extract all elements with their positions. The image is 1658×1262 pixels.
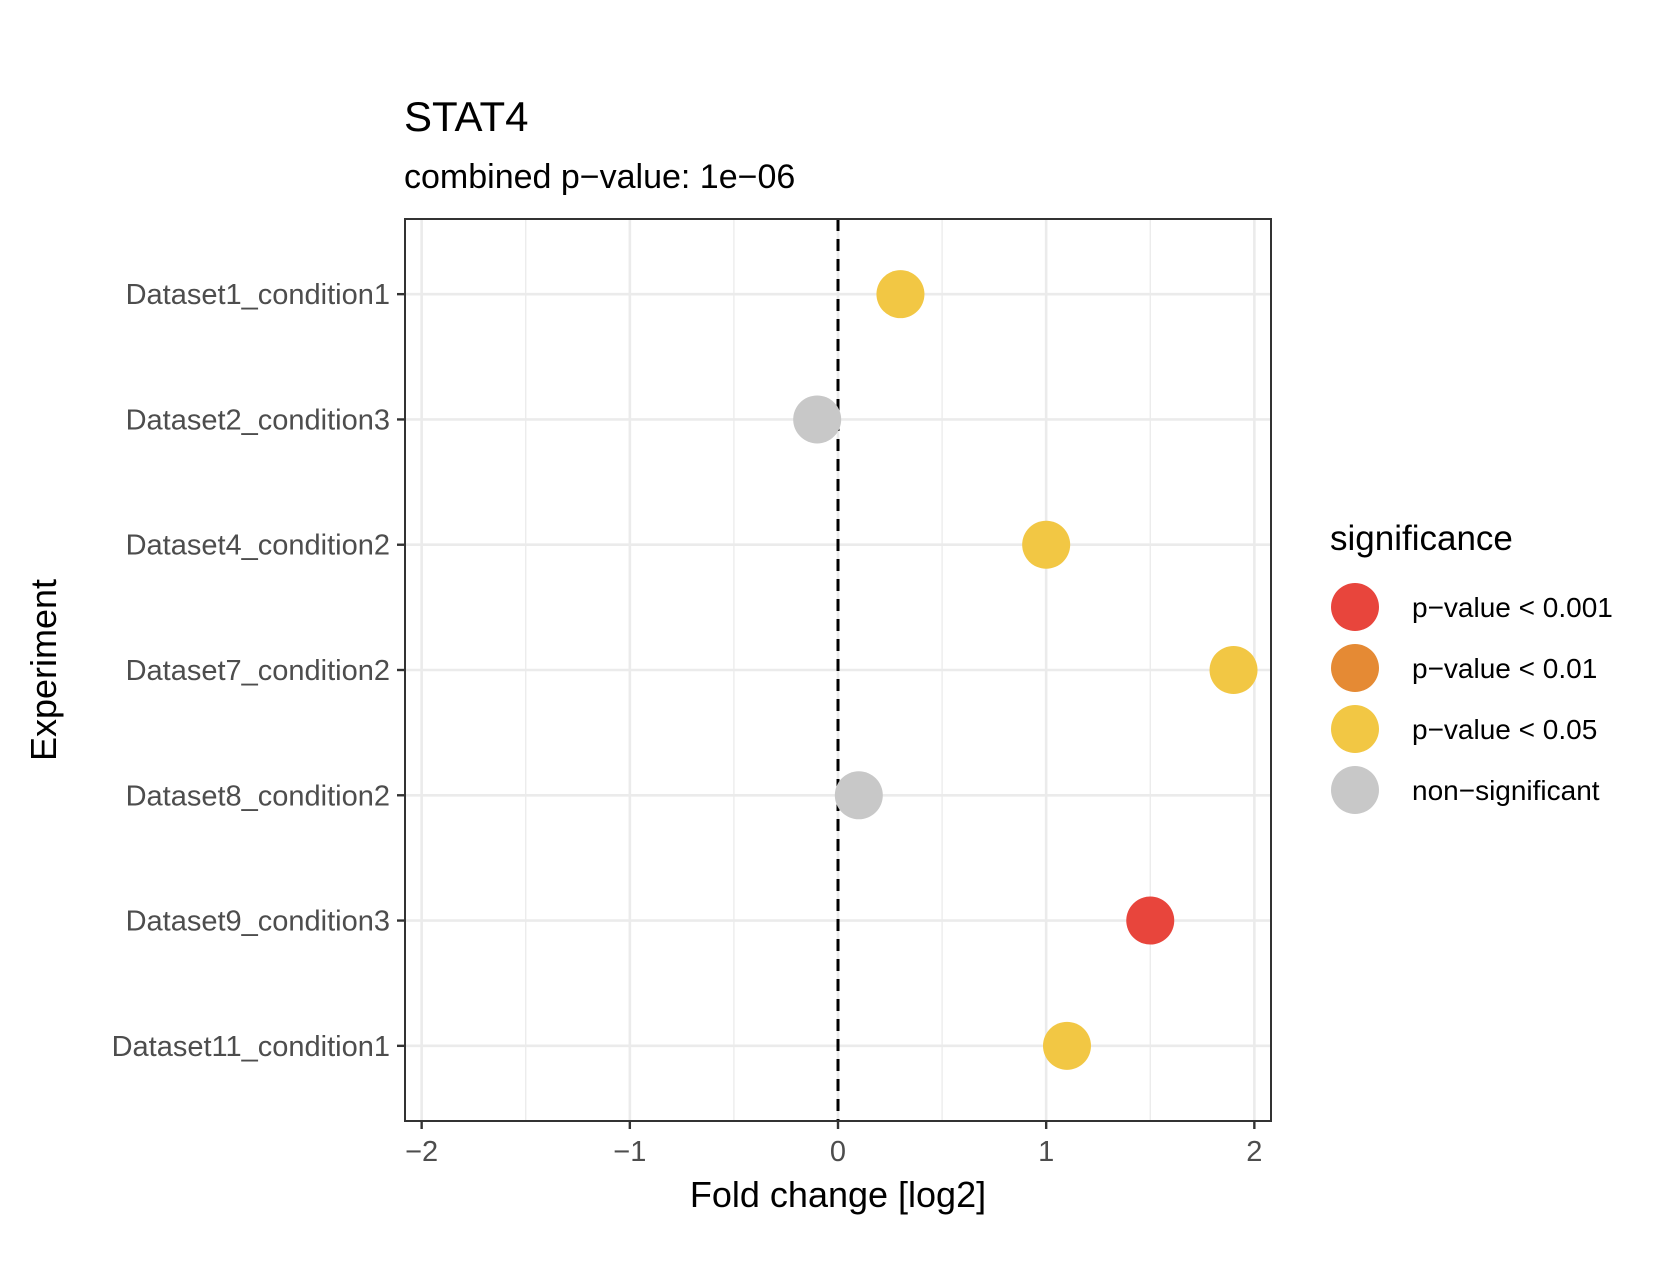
y-axis-title: Experiment xyxy=(23,579,64,761)
y-tick-label: Dataset7_condition2 xyxy=(126,655,390,687)
y-tick-label: Dataset11_condition1 xyxy=(112,1031,390,1063)
legend-title: significance xyxy=(1330,519,1513,558)
chart-subtitle: combined p−value: 1e−06 xyxy=(404,158,795,196)
y-tick-label: Dataset9_condition3 xyxy=(126,906,390,938)
x-axis-title: Fold change [log2] xyxy=(690,1174,986,1215)
legend-label: non−significant xyxy=(1412,775,1600,806)
y-axis-ticks: Dataset1_condition1 Dataset2_condition3 Da… xyxy=(112,279,405,1063)
data-point xyxy=(876,270,925,319)
data-point xyxy=(834,771,883,820)
y-tick-label: Dataset4_condition2 xyxy=(126,530,390,562)
x-tick-label: −2 xyxy=(405,1136,438,1168)
chart-title: STAT4 xyxy=(404,93,528,140)
data-point xyxy=(793,395,842,444)
legend-label: p−value < 0.05 xyxy=(1412,714,1597,745)
y-tick-label: Dataset8_condition2 xyxy=(126,780,390,812)
data-points xyxy=(793,270,1258,1070)
legend-items: p−value < 0.001 p−value < 0.01 p−value < 0… xyxy=(1331,583,1613,814)
legend-swatch xyxy=(1331,583,1379,631)
data-point xyxy=(1126,896,1175,945)
x-tick-label: 2 xyxy=(1246,1136,1262,1168)
data-point xyxy=(1209,646,1258,694)
legend-label: p−value < 0.01 xyxy=(1412,653,1597,684)
x-axis-ticks: −2 −1 0 1 2 xyxy=(405,1121,1262,1168)
data-point xyxy=(1022,520,1071,569)
legend-swatch xyxy=(1331,705,1379,753)
x-tick-label: −1 xyxy=(613,1136,646,1168)
x-tick-label: 1 xyxy=(1038,1136,1054,1168)
y-tick-label: Dataset1_condition1 xyxy=(126,279,390,311)
legend-swatch xyxy=(1331,766,1379,814)
plot-panel xyxy=(404,218,1272,1122)
y-tick-label: Dataset2_condition3 xyxy=(126,404,390,436)
legend-swatch xyxy=(1331,644,1379,692)
data-point xyxy=(1042,1021,1091,1070)
legend-label: p−value < 0.001 xyxy=(1412,592,1613,623)
x-tick-label: 0 xyxy=(830,1136,846,1168)
